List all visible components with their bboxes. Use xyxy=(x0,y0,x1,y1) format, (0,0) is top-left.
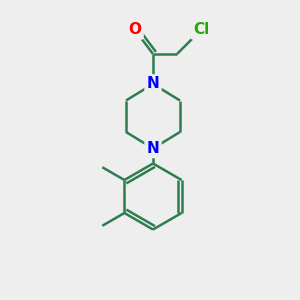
Text: Cl: Cl xyxy=(193,22,209,38)
Text: N: N xyxy=(147,76,159,92)
Text: N: N xyxy=(147,141,159,156)
Text: O: O xyxy=(128,22,142,38)
